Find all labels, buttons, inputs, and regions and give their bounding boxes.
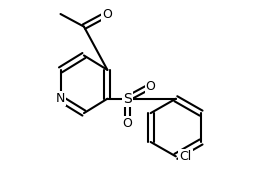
Text: O: O	[102, 7, 112, 21]
Text: Cl: Cl	[180, 150, 192, 163]
Text: O: O	[122, 117, 132, 130]
Text: N: N	[56, 92, 65, 105]
Text: O: O	[146, 80, 156, 93]
Text: S: S	[123, 92, 132, 106]
